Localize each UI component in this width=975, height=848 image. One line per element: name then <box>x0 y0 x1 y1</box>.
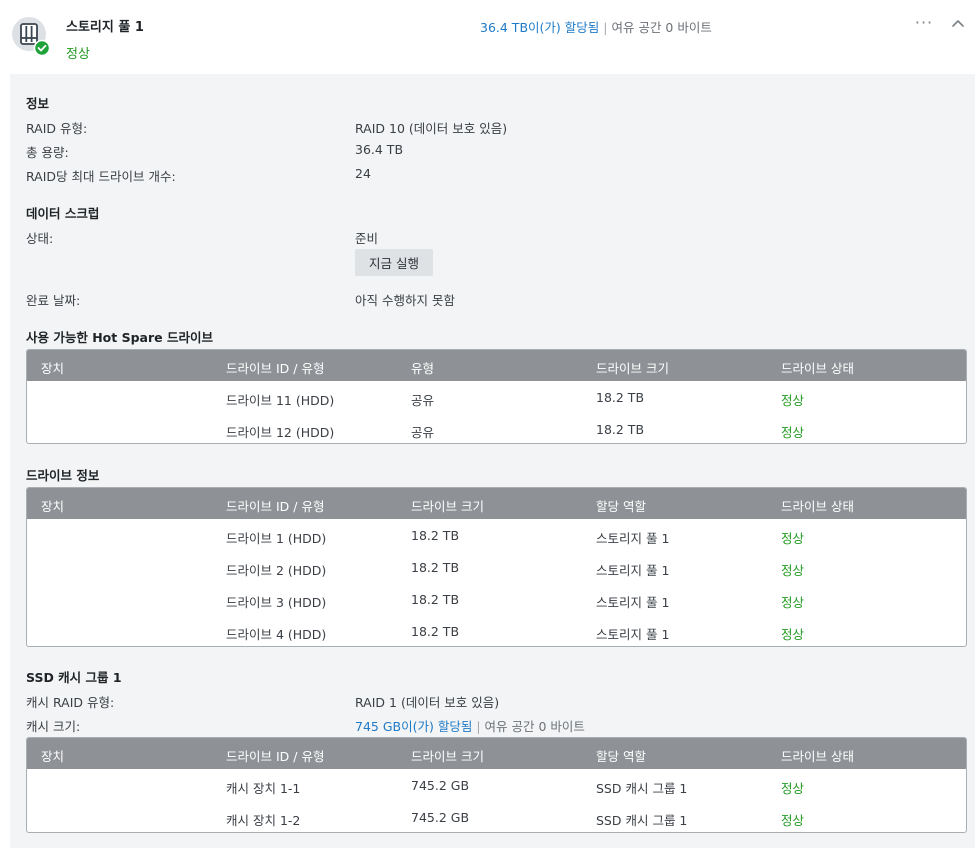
pool-status: 정상 <box>66 47 90 62</box>
drive-id-cell: 드라이브 12 (HDD) <box>226 425 335 440</box>
check-badge-icon <box>33 39 50 56</box>
table-row[interactable]: 드라이브 3 (HDD) 18.2 TB 스토리지 풀 1 정상 <box>27 583 966 615</box>
size-cell: 18.2 TB <box>411 528 460 543</box>
hotspare-section-title: 사용 가능한 Hot Spare 드라이브 <box>26 330 213 345</box>
max-drives-label: RAID당 최대 드라이브 개수: <box>26 169 176 184</box>
table-header: 장치 드라이브 ID / 유형 유형 드라이브 크기 드라이브 상태 <box>27 350 966 381</box>
size-cell: 18.2 TB <box>596 422 645 437</box>
table-header: 장치 드라이브 ID / 유형 드라이브 크기 할당 역할 드라이브 상태 <box>27 738 966 769</box>
size-cell: 745.2 GB <box>411 778 470 793</box>
cache-allocated-link[interactable]: 745 GB이(가) 할당됨 <box>355 719 473 734</box>
drive-id-cell: 드라이브 1 (HDD) <box>226 531 327 546</box>
capacity-value: 36.4 TB <box>355 142 404 157</box>
status-cell: 정상 <box>781 813 805 828</box>
column-header[interactable]: 장치 <box>41 361 65 376</box>
table-row[interactable]: 드라이브 1 (HDD) 18.2 TB 스토리지 풀 1 정상 <box>27 519 966 551</box>
chevron-up-icon[interactable] <box>948 14 968 34</box>
device-id-cell: 캐시 장치 1-2 <box>226 813 301 828</box>
scrub-done-label: 완료 날짜: <box>26 293 81 308</box>
status-cell: 정상 <box>781 531 805 546</box>
pool-header[interactable]: 스토리지 풀 1 정상 36.4 TB이(가) 할당됨 | 여유 공간 0 바이트 … <box>0 0 975 74</box>
allocated-link[interactable]: 36.4 TB이(가) 할당됨 <box>480 20 600 35</box>
column-header[interactable]: 유형 <box>411 361 435 376</box>
detail-panel <box>10 74 975 848</box>
cache-raid-label: 캐시 RAID 유형: <box>26 695 115 710</box>
storage-pool-icon <box>12 17 50 56</box>
size-cell: 18.2 TB <box>596 390 645 405</box>
more-icon[interactable]: ··· <box>914 13 934 32</box>
scrub-done-value: 아직 수행하지 못함 <box>355 293 455 308</box>
capacity-label: 총 용량: <box>26 145 69 160</box>
column-header[interactable]: 드라이브 ID / 유형 <box>226 499 325 514</box>
size-cell: 18.2 TB <box>411 592 460 607</box>
column-header[interactable]: 드라이브 상태 <box>781 749 854 764</box>
table-header: 장치 드라이브 ID / 유형 드라이브 크기 할당 역할 드라이브 상태 <box>27 488 966 519</box>
size-cell: 18.2 TB <box>411 560 460 575</box>
table-row[interactable]: 드라이브 4 (HDD) 18.2 TB 스토리지 풀 1 정상 <box>27 615 966 646</box>
scrub-state-value: 준비 <box>355 231 379 246</box>
status-cell: 정상 <box>781 563 805 578</box>
size-cell: 18.2 TB <box>411 624 460 639</box>
column-header[interactable]: 드라이브 크기 <box>411 749 484 764</box>
pool-allocation: 36.4 TB이(가) 할당됨 | 여유 공간 0 바이트 <box>480 17 712 36</box>
run-now-button[interactable]: 지금 실행 <box>355 249 433 276</box>
scrub-section-title: 데이터 스크럽 <box>26 206 100 221</box>
column-header[interactable]: 할당 역할 <box>596 499 646 514</box>
column-header[interactable]: 드라이브 크기 <box>596 361 669 376</box>
cache-free-space: 여유 공간 0 바이트 <box>484 719 585 734</box>
drive-id-cell: 드라이브 3 (HDD) <box>226 595 327 610</box>
cache-section-title: SSD 캐시 그룹 1 <box>26 670 122 685</box>
role-cell: 스토리지 풀 1 <box>596 563 670 578</box>
pool-title: 스토리지 풀 1 <box>66 20 144 35</box>
status-cell: 정상 <box>781 627 805 642</box>
cache-size-label: 캐시 크기: <box>26 719 81 734</box>
separator: | <box>476 719 481 734</box>
drive-id-cell: 드라이브 11 (HDD) <box>226 393 335 408</box>
status-cell: 정상 <box>781 781 805 796</box>
column-header[interactable]: 장치 <box>41 749 65 764</box>
separator: | <box>603 20 608 35</box>
column-header[interactable]: 드라이브 ID / 유형 <box>226 361 325 376</box>
type-cell: 공유 <box>411 425 435 440</box>
type-cell: 공유 <box>411 393 435 408</box>
raid-type-label: RAID 유형: <box>26 121 88 136</box>
role-cell: SSD 캐시 그룹 1 <box>596 813 688 828</box>
drive-id-cell: 드라이브 4 (HDD) <box>226 627 327 642</box>
max-drives-value: 24 <box>355 166 371 181</box>
table-row[interactable]: 드라이브 11 (HDD) 공유 18.2 TB 정상 <box>27 381 966 413</box>
column-header[interactable]: 드라이브 ID / 유형 <box>226 749 325 764</box>
column-header[interactable]: 드라이브 크기 <box>411 499 484 514</box>
role-cell: 스토리지 풀 1 <box>596 595 670 610</box>
cache-raid-value: RAID 1 (데이터 보호 있음) <box>355 695 500 710</box>
drives-table: 장치 드라이브 ID / 유형 드라이브 크기 할당 역할 드라이브 상태 드라… <box>26 487 967 647</box>
info-section-title: 정보 <box>26 96 50 111</box>
column-header[interactable]: 드라이브 상태 <box>781 361 854 376</box>
table-row[interactable]: 캐시 장치 1-2 745.2 GB SSD 캐시 그룹 1 정상 <box>27 801 966 832</box>
table-row[interactable]: 드라이브 2 (HDD) 18.2 TB 스토리지 풀 1 정상 <box>27 551 966 583</box>
role-cell: SSD 캐시 그룹 1 <box>596 781 688 796</box>
table-row[interactable]: 캐시 장치 1-1 745.2 GB SSD 캐시 그룹 1 정상 <box>27 769 966 801</box>
column-header[interactable]: 드라이브 상태 <box>781 499 854 514</box>
hotspare-table: 장치 드라이브 ID / 유형 유형 드라이브 크기 드라이브 상태 드라이브 … <box>26 349 967 444</box>
size-cell: 745.2 GB <box>411 810 470 825</box>
device-id-cell: 캐시 장치 1-1 <box>226 781 301 796</box>
raid-type-value: RAID 10 (데이터 보호 있음) <box>355 121 508 136</box>
cache-table: 장치 드라이브 ID / 유형 드라이브 크기 할당 역할 드라이브 상태 캐시… <box>26 737 967 833</box>
free-space: 여유 공간 0 바이트 <box>611 20 712 35</box>
column-header[interactable]: 장치 <box>41 499 65 514</box>
role-cell: 스토리지 풀 1 <box>596 627 670 642</box>
table-row[interactable]: 드라이브 12 (HDD) 공유 18.2 TB 정상 <box>27 413 966 443</box>
drive-id-cell: 드라이브 2 (HDD) <box>226 563 327 578</box>
scrub-state-label: 상태: <box>26 231 54 246</box>
cache-size-value: 745 GB이(가) 할당됨 | 여유 공간 0 바이트 <box>355 716 585 735</box>
status-cell: 정상 <box>781 425 805 440</box>
status-cell: 정상 <box>781 595 805 610</box>
role-cell: 스토리지 풀 1 <box>596 531 670 546</box>
status-cell: 정상 <box>781 393 805 408</box>
column-header[interactable]: 할당 역할 <box>596 749 646 764</box>
drives-section-title: 드라이브 정보 <box>26 468 100 483</box>
